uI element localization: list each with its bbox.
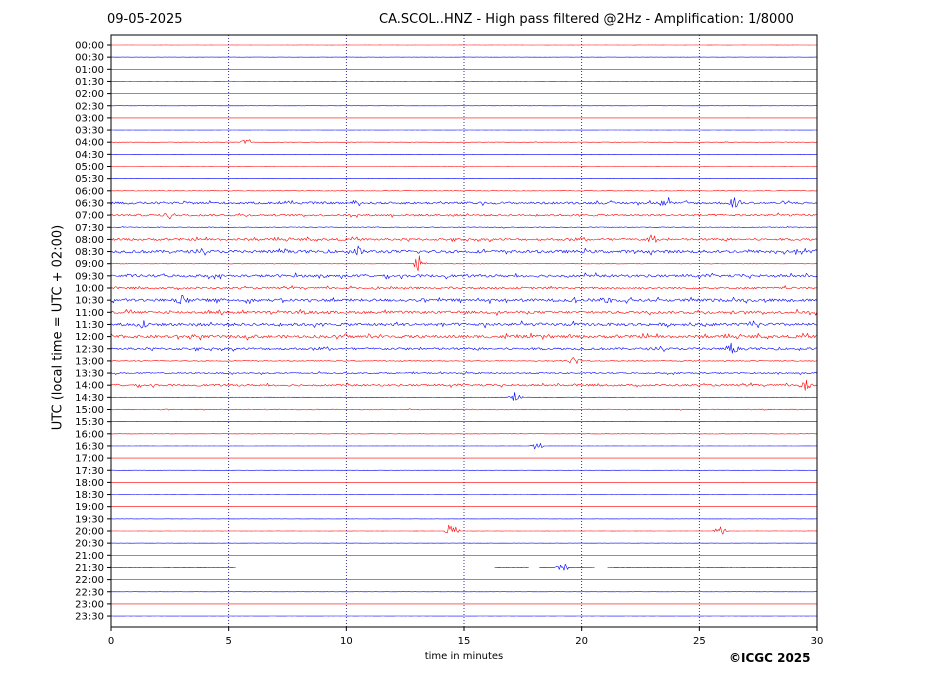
trace-layer [110, 44, 818, 617]
y-tick-label-0800: 08:00 [75, 235, 104, 246]
y-tick-label-2200: 22:00 [75, 575, 104, 586]
copyright-label: ©ICGC 2025 [729, 651, 811, 665]
y-tick-label-1400: 14:00 [75, 381, 104, 392]
y-tick-label-1930: 19:30 [75, 514, 104, 525]
trace-1630 [110, 443, 817, 450]
trace-1400 [110, 379, 818, 391]
trace-1430 [111, 392, 817, 401]
y-tick-label-0700: 07:00 [75, 211, 104, 222]
trace-0630 [110, 197, 818, 208]
y-tick-label-0330: 03:30 [75, 126, 104, 137]
trace-1330 [110, 371, 818, 375]
y-tick-label-1430: 14:30 [75, 393, 104, 404]
trace-1030 [110, 295, 818, 305]
trace-1500 [111, 408, 818, 411]
trace-1200 [110, 332, 818, 341]
trace-0700 [110, 212, 818, 220]
y-tick-label-0000: 00:00 [75, 41, 104, 52]
grid-layer [228, 35, 700, 627]
y-tick-label-0100: 01:00 [75, 65, 104, 76]
y-tick-label-0400: 04:00 [75, 138, 104, 149]
trace-0730 [110, 226, 818, 229]
y-tick-label-2100: 21:00 [75, 551, 104, 562]
x-tick-label-0: 0 [108, 636, 114, 647]
y-tick-label-0500: 05:00 [75, 162, 104, 173]
y-tick-label-1300: 13:00 [75, 356, 104, 367]
trace-2130 [110, 564, 817, 571]
y-tick-label-0630: 06:30 [75, 198, 104, 209]
y-tick-label-0200: 02:00 [75, 89, 104, 100]
y-tick-label-1700: 17:00 [75, 454, 104, 465]
trace-0800 [110, 234, 818, 243]
trace-1000 [110, 285, 818, 291]
y-tick-label-0230: 02:30 [75, 101, 104, 112]
x-tick-label-15: 15 [458, 636, 471, 647]
x-tick-label-25: 25 [693, 636, 706, 647]
y-tick-label-1500: 15:00 [75, 405, 104, 416]
trace-1100 [110, 308, 818, 316]
trace-1230 [110, 342, 818, 354]
x-tick-label-20: 20 [575, 636, 588, 647]
trace-0830 [110, 245, 818, 256]
y-axis-label: UTC (local time = UTC + 02:00) [50, 224, 66, 431]
y-tick-label-1100: 11:00 [75, 308, 104, 319]
trace-0900 [110, 255, 818, 272]
y-tick-label-2130: 21:30 [75, 563, 104, 574]
trace-1300 [111, 357, 818, 364]
chart-title: CA.SCOL..HNZ - High pass filtered @2Hz -… [379, 12, 794, 27]
trace-0930 [110, 272, 818, 280]
y-tick-label-1030: 10:30 [75, 296, 104, 307]
trace-0600 [110, 190, 818, 192]
y-tick-label-0030: 00:30 [75, 53, 104, 64]
y-tick-label-2000: 20:00 [75, 527, 104, 538]
chart-date: 09-05-2025 [107, 12, 183, 27]
y-tick-label-1600: 16:00 [75, 429, 104, 440]
y-tick-label-1230: 12:30 [75, 344, 104, 355]
y-tick-label-0300: 03:00 [75, 113, 104, 124]
y-tick-label-2300: 23:00 [75, 599, 104, 610]
plot-frame [110, 34, 818, 628]
y-tick-label-0830: 08:30 [75, 247, 104, 258]
trace-1600 [110, 433, 818, 435]
trace-1130 [110, 320, 818, 329]
x-tick-label-5: 5 [225, 636, 231, 647]
y-tick-label-0130: 01:30 [75, 77, 104, 88]
y-tick-label-1800: 18:00 [75, 478, 104, 489]
trace-0400 [110, 139, 818, 144]
y-tick-label-0930: 09:30 [75, 271, 104, 282]
y-tick-label-2230: 22:30 [75, 587, 104, 598]
x-axis-label: time in minutes [424, 651, 504, 662]
y-tick-label-1130: 11:30 [75, 320, 104, 331]
y-tick-label-2030: 20:30 [75, 539, 104, 550]
y-tick-label-1330: 13:30 [75, 369, 104, 380]
trace-2000 [110, 524, 817, 535]
y-tick-label-1730: 17:30 [75, 466, 104, 477]
y-tick-label-1630: 16:30 [75, 441, 104, 452]
y-tick-label-0430: 04:30 [75, 150, 104, 161]
x-tick-label-30: 30 [811, 636, 824, 647]
x-tick-label-10: 10 [340, 636, 353, 647]
y-tick-label-2330: 23:30 [75, 612, 104, 623]
x-tick-layer: 0 5 10 15 20 25 30 [108, 627, 824, 647]
y-tick-label-1000: 10:00 [75, 284, 104, 295]
y-tick-label-1830: 18:30 [75, 490, 104, 501]
y-tick-label-0730: 07:30 [75, 223, 104, 234]
y-tick-label-0900: 09:00 [75, 259, 104, 270]
y-tick-label-1200: 12:00 [75, 332, 104, 343]
y-tick-label-0600: 06:00 [75, 186, 104, 197]
y-tick-label-1900: 19:00 [75, 502, 104, 513]
y-tick-label-0530: 05:30 [75, 174, 104, 185]
y-tick-label-1530: 15:30 [75, 417, 104, 428]
